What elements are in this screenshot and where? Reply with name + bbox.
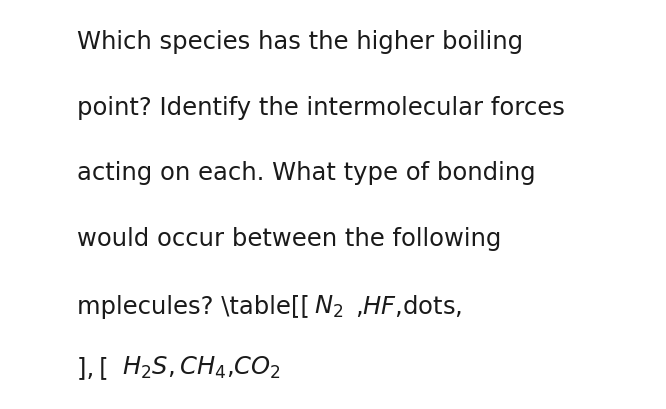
Text: $H_2S,CH_4{,}CO_2$: $H_2S,CH_4{,}CO_2$ [122,354,281,380]
Text: $N_2$: $N_2$ [314,293,343,319]
Text: mplecules? \table[[: mplecules? \table[[ [77,294,310,318]
Text: ,$\mathit{HF}$,dots,: ,$\mathit{HF}$,dots, [355,292,462,318]
Text: would occur between the following: would occur between the following [77,227,501,250]
Text: point? Identify the intermolecular forces: point? Identify the intermolecular force… [77,96,565,119]
Text: ], [: ], [ [77,355,108,379]
Text: acting on each. What type of bonding: acting on each. What type of bonding [77,161,535,185]
Text: Which species has the higher boiling: Which species has the higher boiling [77,30,523,54]
